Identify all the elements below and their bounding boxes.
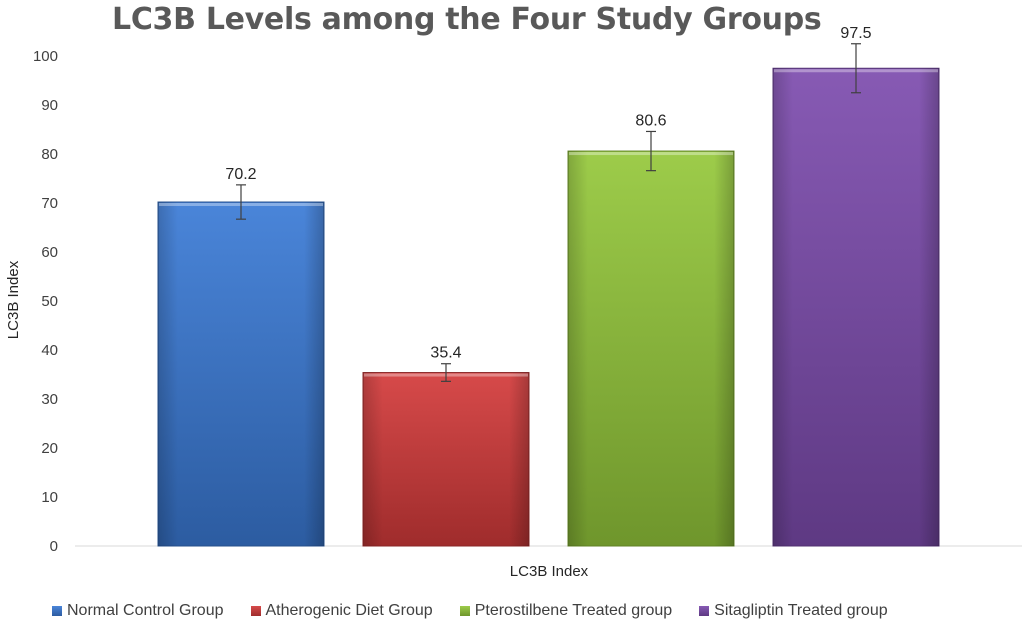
- legend-label-0: Normal Control Group: [67, 602, 224, 619]
- bar-shade-2: [568, 151, 734, 546]
- legend-item-2: Pterostilbene Treated group: [459, 602, 673, 620]
- error-bars: [236, 43, 861, 382]
- data-label-1: 35.4: [430, 345, 461, 362]
- y-tick-label: 10: [41, 489, 58, 506]
- x-axis-title: LC3B Index: [510, 563, 589, 580]
- legend-item-3: Sitagliptin Treated group: [699, 602, 888, 620]
- legend-label-3: Sitagliptin Treated group: [714, 602, 888, 619]
- legend-swatch-3: [699, 606, 710, 616]
- y-tick-label: 0: [50, 538, 58, 555]
- y-axis-ticks: 0 10 20 30 40 50 60 70 80 90 100: [33, 48, 58, 555]
- y-tick-label: 80: [41, 146, 58, 163]
- legend-swatch-2: [459, 606, 470, 616]
- bar-shade-0: [158, 202, 324, 546]
- data-label-2: 80.6: [635, 112, 666, 129]
- legend-item-1: Atherogenic Diet Group: [250, 602, 433, 620]
- y-tick-label: 30: [41, 391, 58, 408]
- y-tick-label: 60: [41, 244, 58, 261]
- data-labels: 70.2 35.4 80.6 97.5: [225, 25, 871, 362]
- y-axis-title: LC3B Index: [5, 260, 22, 339]
- bar-shade-1: [363, 372, 529, 546]
- legend-item-0: Normal Control Group: [52, 602, 224, 620]
- bars: [157, 67, 940, 547]
- y-tick-label: 50: [41, 293, 58, 310]
- y-tick-label: 90: [41, 97, 58, 114]
- y-tick-label: 20: [41, 440, 58, 457]
- legend-label-2: Pterostilbene Treated group: [474, 602, 673, 619]
- legend-swatch-0: [52, 606, 62, 616]
- y-tick-label: 100: [33, 48, 58, 65]
- legend: Normal Control Group Atherogenic Diet Gro…: [52, 602, 915, 620]
- bar-shade-3: [773, 68, 939, 546]
- data-label-0: 70.2: [225, 166, 256, 183]
- legend-swatch-1: [250, 606, 261, 616]
- chart-title: LC3B Levels among the Four Study Groups: [112, 2, 822, 37]
- y-tick-label: 40: [41, 342, 58, 359]
- legend-label-1: Atherogenic Diet Group: [265, 602, 433, 619]
- y-tick-label: 70: [41, 195, 58, 212]
- data-label-3: 97.5: [840, 25, 871, 42]
